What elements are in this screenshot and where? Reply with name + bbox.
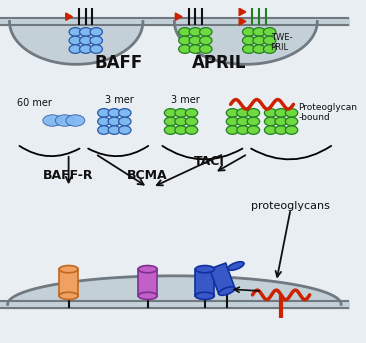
Text: BAFF: BAFF (95, 54, 143, 72)
Ellipse shape (66, 115, 85, 126)
Ellipse shape (264, 109, 277, 117)
Ellipse shape (90, 28, 102, 36)
Text: BCMA: BCMA (127, 169, 168, 182)
Text: BAFF-R: BAFF-R (43, 169, 94, 182)
Polygon shape (239, 8, 246, 15)
Ellipse shape (275, 126, 287, 134)
Ellipse shape (189, 36, 202, 45)
Ellipse shape (108, 109, 120, 117)
Ellipse shape (164, 126, 177, 134)
Ellipse shape (90, 36, 102, 45)
Ellipse shape (119, 109, 131, 117)
Polygon shape (8, 276, 341, 305)
Ellipse shape (179, 36, 191, 45)
Ellipse shape (285, 126, 298, 134)
Ellipse shape (253, 28, 265, 36)
Ellipse shape (275, 117, 287, 126)
Ellipse shape (264, 117, 277, 126)
Ellipse shape (185, 109, 198, 117)
Ellipse shape (59, 292, 78, 299)
Ellipse shape (79, 28, 92, 36)
Ellipse shape (253, 36, 265, 45)
Text: 3 mer: 3 mer (105, 95, 134, 105)
Ellipse shape (108, 126, 120, 134)
Ellipse shape (185, 126, 198, 134)
Ellipse shape (264, 126, 277, 134)
Ellipse shape (164, 109, 177, 117)
Ellipse shape (185, 117, 198, 126)
Text: Proteoglycan
-bound: Proteoglycan -bound (298, 103, 357, 122)
Ellipse shape (219, 287, 235, 295)
Ellipse shape (69, 28, 82, 36)
Ellipse shape (237, 126, 249, 134)
Bar (59, 269, 78, 296)
Ellipse shape (285, 117, 298, 126)
Ellipse shape (228, 262, 244, 270)
Ellipse shape (175, 126, 187, 134)
Ellipse shape (247, 109, 259, 117)
Ellipse shape (226, 126, 239, 134)
Ellipse shape (195, 265, 214, 273)
Ellipse shape (226, 117, 239, 126)
Ellipse shape (108, 117, 120, 126)
Ellipse shape (138, 292, 157, 299)
Ellipse shape (175, 109, 187, 117)
Ellipse shape (264, 45, 276, 54)
Ellipse shape (189, 28, 202, 36)
Ellipse shape (55, 115, 74, 126)
Ellipse shape (199, 28, 212, 36)
Text: APRIL: APRIL (192, 54, 246, 72)
Polygon shape (174, 21, 317, 64)
Ellipse shape (69, 45, 82, 54)
Ellipse shape (79, 45, 92, 54)
Bar (210, 263, 235, 294)
Ellipse shape (59, 265, 78, 273)
Ellipse shape (247, 126, 259, 134)
Ellipse shape (98, 117, 110, 126)
Ellipse shape (199, 45, 212, 54)
Polygon shape (239, 18, 246, 25)
Ellipse shape (79, 36, 92, 45)
Ellipse shape (285, 109, 298, 117)
Text: proteoglycans: proteoglycans (251, 201, 330, 211)
Ellipse shape (264, 36, 276, 45)
Ellipse shape (237, 109, 249, 117)
Ellipse shape (175, 117, 187, 126)
Ellipse shape (69, 36, 82, 45)
Ellipse shape (164, 117, 177, 126)
Ellipse shape (199, 36, 212, 45)
Ellipse shape (90, 45, 102, 54)
Text: TACI: TACI (194, 155, 225, 168)
Ellipse shape (119, 117, 131, 126)
Bar (138, 269, 157, 296)
Ellipse shape (243, 36, 255, 45)
Ellipse shape (243, 28, 255, 36)
Ellipse shape (243, 45, 255, 54)
Ellipse shape (264, 28, 276, 36)
Bar (195, 269, 214, 296)
Text: 3 mer: 3 mer (171, 95, 200, 105)
Polygon shape (175, 13, 182, 20)
Ellipse shape (195, 292, 214, 299)
Ellipse shape (226, 109, 239, 117)
Ellipse shape (247, 117, 259, 126)
Ellipse shape (179, 45, 191, 54)
Ellipse shape (43, 115, 62, 126)
Text: 60 mer: 60 mer (17, 98, 52, 108)
Polygon shape (66, 13, 72, 20)
Text: TWE-
PRIL: TWE- PRIL (270, 33, 292, 51)
Ellipse shape (98, 109, 110, 117)
Ellipse shape (237, 117, 249, 126)
Ellipse shape (119, 126, 131, 134)
Ellipse shape (138, 265, 157, 273)
Ellipse shape (253, 45, 265, 54)
Polygon shape (10, 21, 143, 64)
Ellipse shape (179, 28, 191, 36)
Ellipse shape (275, 109, 287, 117)
Ellipse shape (98, 126, 110, 134)
Ellipse shape (189, 45, 202, 54)
